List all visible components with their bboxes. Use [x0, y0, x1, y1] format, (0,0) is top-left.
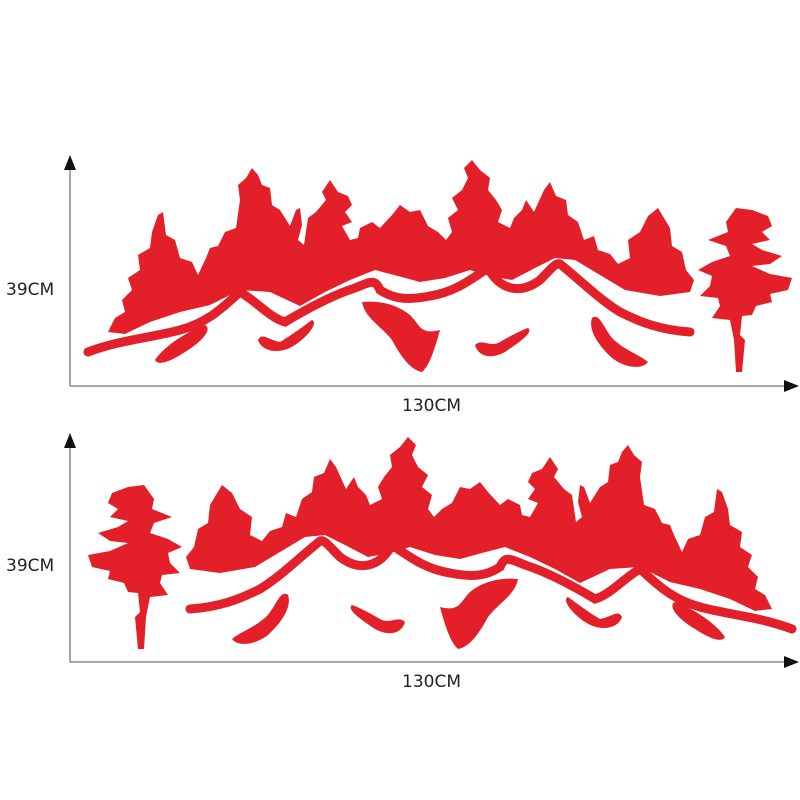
arrow-right-icon [784, 380, 799, 392]
width-label: 130CM [402, 396, 461, 416]
arrow-up-icon [64, 155, 76, 170]
arrow-right-icon [784, 656, 799, 668]
forest-decal-mirrored [88, 437, 792, 649]
arrow-up-icon [64, 433, 76, 448]
panel-bottom [64, 433, 799, 668]
forest-decal [88, 160, 792, 372]
height-label: 39CM [6, 280, 55, 300]
height-label: 39CM [6, 556, 55, 576]
width-label: 130CM [402, 672, 461, 692]
panel-top [64, 155, 799, 392]
